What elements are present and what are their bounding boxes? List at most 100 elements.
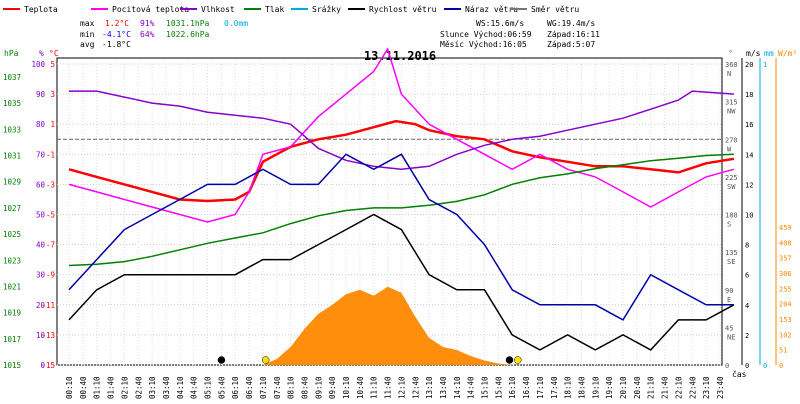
- chart-title: 13.11.2016: [364, 49, 436, 63]
- tick-label-wm2: 306: [779, 270, 792, 278]
- tick-label-ms: 20: [745, 61, 753, 69]
- tick-label-time: 23:10: [702, 376, 711, 399]
- legend-label-wind-speed: Rychlost větru: [369, 5, 437, 14]
- legend-label-pressure: Tlak: [265, 5, 284, 14]
- sun-moon-marker: [514, 356, 522, 364]
- tick-label-time: 00:40: [79, 376, 88, 399]
- sun-moon-marker: [505, 356, 514, 364]
- tick-label-time: 18:10: [564, 376, 573, 399]
- stats-max-temp: 1.2°C: [105, 19, 129, 28]
- tick-label-hpa: 1017: [3, 335, 21, 344]
- tick-label-time: 02:40: [134, 376, 143, 399]
- stats-max-label: max: [80, 19, 95, 28]
- tick-label-time: 05:10: [204, 376, 213, 399]
- tick-label-time: 16:40: [522, 376, 531, 399]
- tick-label-time: 14:10: [453, 376, 462, 399]
- tick-label-pct: 100: [31, 60, 45, 69]
- series-line-vlhkost: [69, 90, 734, 171]
- legend-label-wind-dir: Směr větru: [531, 5, 579, 14]
- axis-unit-pct: %: [39, 49, 44, 58]
- tick-label-time: 01:10: [93, 376, 102, 399]
- tick-label-pct: 50: [36, 211, 46, 220]
- tick-label-hpa: 1037: [3, 73, 21, 82]
- tick-label-time: 12:40: [411, 376, 420, 399]
- tick-label-ms: 2: [745, 332, 749, 340]
- tick-label-wm2: 153: [779, 316, 792, 324]
- tick-label-time: 00:10: [65, 376, 74, 399]
- tick-label-pct: 90: [36, 90, 46, 99]
- tick-label-dir: 0: [725, 362, 729, 370]
- tick-label-time: 17:40: [550, 376, 559, 399]
- tick-label-pct: 60: [36, 180, 46, 189]
- tick-label-hpa: 1033: [3, 125, 21, 134]
- stats-min-pressure: 1022.6hPa: [166, 30, 210, 39]
- tick-label-hpa: 1015: [3, 361, 21, 370]
- tick-label-dir: 360: [725, 61, 738, 69]
- tick-label-dir-name: S: [727, 221, 731, 229]
- tick-label-temp: -5: [46, 211, 55, 220]
- tick-label-wm2: 102: [779, 331, 792, 339]
- tick-label-time: 19:10: [591, 376, 600, 399]
- axis-unit-mm: mm: [764, 49, 774, 58]
- tick-label-time: 10:10: [342, 376, 351, 399]
- tick-label-time: 02:10: [120, 376, 129, 399]
- tick-label-temp: -3: [46, 180, 55, 189]
- tick-label-temp: -13: [41, 331, 55, 340]
- tick-label-mm: 1: [763, 61, 767, 69]
- tick-label-time: 15:40: [494, 376, 503, 399]
- tick-label-time: 20:40: [633, 376, 642, 399]
- tick-label-ms: 18: [745, 91, 753, 99]
- tick-label-ms: 6: [745, 272, 749, 280]
- tick-label-mm: 0: [763, 362, 767, 370]
- series-line-tlak: [68, 153, 734, 267]
- stats-avg-temp: -1.8°C: [102, 40, 131, 49]
- tick-label-time: 16:10: [508, 376, 517, 399]
- stats-block: max 1.2°C 91% 1031.1hPa 0.0mm min -4.1°C…: [80, 19, 248, 49]
- tick-label-temp: 5: [50, 60, 55, 69]
- tick-label-time: 23:40: [716, 376, 725, 399]
- stats-max-pressure: 1031.1hPa: [166, 19, 210, 28]
- tick-label-dir: 180: [725, 212, 738, 220]
- moonset-info: Západ:5:07: [547, 40, 595, 49]
- tick-label-wm2: 0: [779, 362, 783, 370]
- tick-label-temp: -9: [46, 271, 55, 280]
- tick-label-time: 19:40: [605, 376, 614, 399]
- tick-label-time: 08:10: [287, 376, 296, 399]
- series-line-rychlost-v-tru: [68, 213, 735, 351]
- tick-label-time: 07:10: [259, 376, 268, 399]
- tick-label-temp: -7: [46, 241, 55, 250]
- legend-label-humidity: Vlhkost: [201, 5, 235, 14]
- wind-speed-info: WS:15.6m/s: [476, 19, 524, 28]
- legend-label-feels-like: Pocitová teplota: [112, 5, 189, 14]
- tick-label-ms: 4: [745, 302, 749, 310]
- tick-label-wm2: 51: [779, 347, 787, 355]
- tick-label-hpa: 1019: [3, 309, 21, 318]
- tick-label-time: 13:40: [439, 376, 448, 399]
- tick-label-wm2: 255: [779, 285, 792, 293]
- series-layer: [68, 47, 735, 365]
- tick-label-pct: 80: [36, 120, 46, 129]
- legend-label-teplota: Teplota: [24, 5, 58, 14]
- tick-label-hpa: 1029: [3, 178, 21, 187]
- tick-label-pct: 0: [40, 361, 45, 370]
- tick-label-wm2: 357: [779, 255, 792, 263]
- tick-label-temp: 1: [50, 120, 55, 129]
- moonrise-info: Měsíc Východ:16:05: [440, 40, 527, 49]
- tick-label-hpa: 1021: [3, 282, 21, 291]
- stats-min-temp: -4.1°C: [102, 30, 131, 39]
- stats-max-humidity: 91%: [140, 19, 155, 28]
- tick-label-dir-name: SE: [727, 258, 735, 266]
- series-line-n-raz-v-tru: [68, 153, 734, 321]
- tick-label-time: 22:10: [674, 376, 683, 399]
- tick-label-time: 20:10: [619, 376, 628, 399]
- tick-label-dir-name: N: [727, 70, 731, 78]
- tick-label-wm2: 204: [779, 301, 792, 309]
- tick-label-wm2: 408: [779, 239, 792, 247]
- tick-label-time: 01:40: [107, 376, 116, 399]
- tick-label-time: 17:10: [536, 376, 545, 399]
- series-line-pocitov-teplota: [68, 47, 735, 223]
- tick-label-dir: 225: [725, 174, 738, 182]
- tick-label-time: 12:10: [397, 376, 406, 399]
